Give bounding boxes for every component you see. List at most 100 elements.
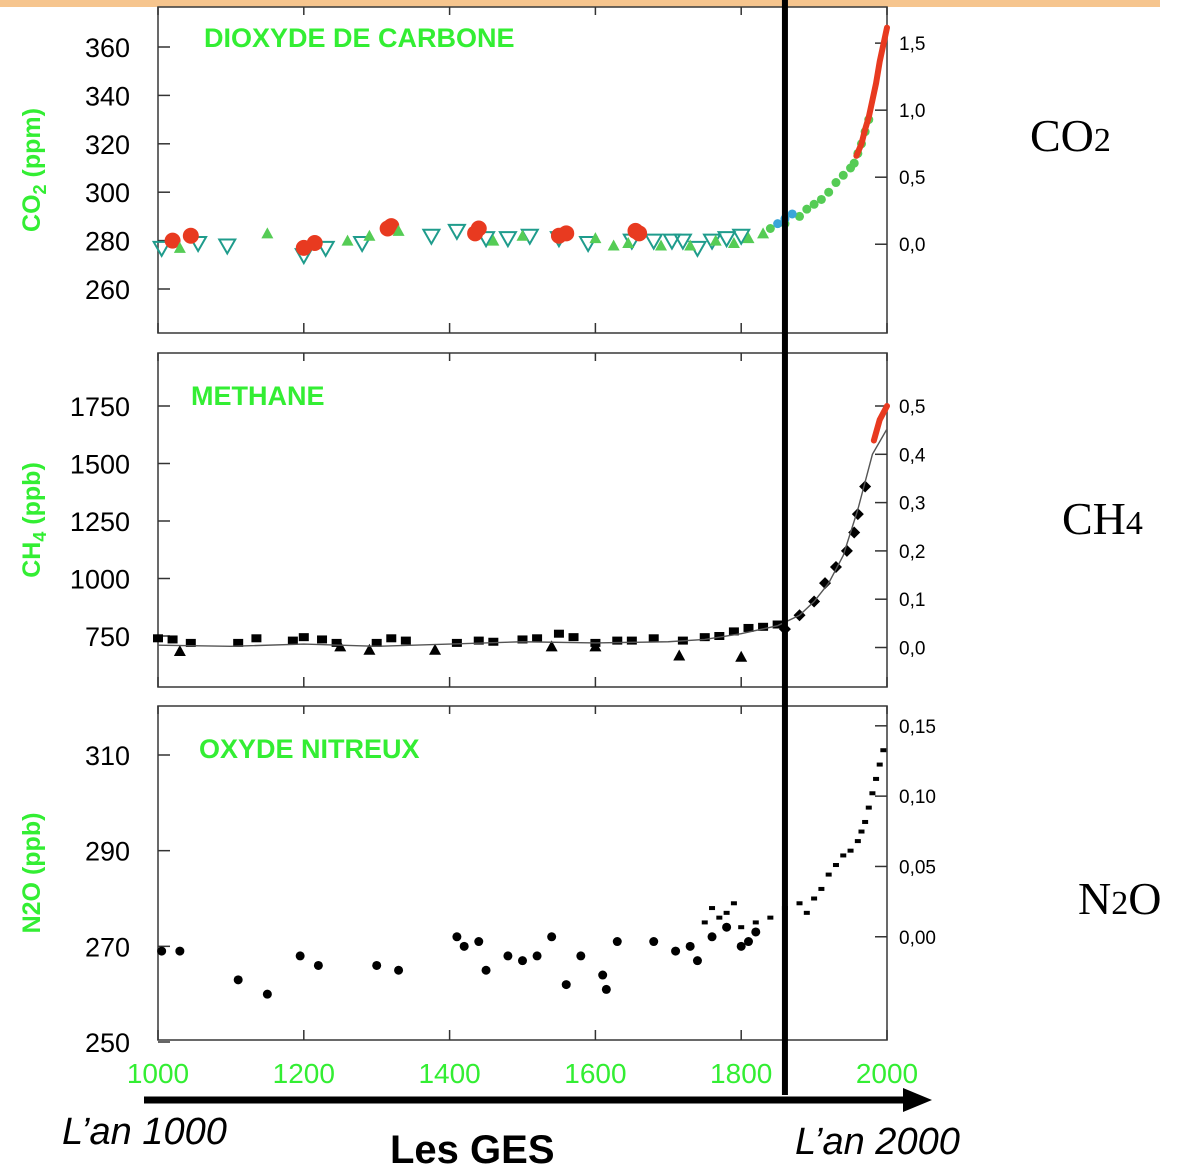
gas-label-co2-sub: 2 [1093, 122, 1111, 159]
panel2-series2-point [429, 643, 442, 655]
gas-label-ch4-main: CH [1062, 493, 1126, 544]
gas-label-n2o-b: O [1128, 873, 1162, 924]
panel3-series1-point [452, 932, 462, 942]
panel2-series3-point [819, 577, 832, 590]
panel1-series3-point [607, 239, 620, 251]
x-tick-label: 1000 [127, 1058, 189, 1089]
panel3-series2-point [738, 925, 745, 930]
panel3-series2-point [767, 915, 774, 920]
panel2-ytick-label: 1750 [70, 392, 130, 422]
panel3-frame [157, 705, 888, 1041]
panel1-series1-point [421, 228, 442, 246]
panel1-series3-point [709, 234, 722, 246]
panel2-series1-point [743, 623, 754, 632]
panel1-series3-point [684, 239, 697, 251]
panel3-series1-point [692, 956, 702, 966]
x-tick-label: 1200 [273, 1058, 335, 1089]
panel3-series2-point [832, 863, 839, 868]
panel3-series1-point [459, 941, 469, 951]
panel1-y2tick-label: 0,5 [899, 168, 925, 189]
panel1-series3-point [516, 229, 529, 241]
panel2-series5-line [870, 403, 890, 444]
top-decorative-bar [0, 0, 1160, 7]
gas-label-co2-main: CO [1030, 110, 1094, 161]
caption-year-2000: L’an 2000 [795, 1121, 960, 1163]
panel3-series1-point [313, 960, 323, 970]
panel2-series1-point [648, 634, 659, 643]
panel2-ylabel: CH4 (ppb) [18, 462, 50, 578]
panel2-series1-point [451, 638, 462, 647]
gas-label-ch4-sub: 4 [1125, 505, 1143, 542]
panel3-series1-point [576, 951, 586, 961]
panel1-series3-point [655, 239, 668, 251]
panel3-series1-point [372, 960, 382, 970]
panel3-series2-point [847, 848, 854, 853]
gas-label-n2o-a: N [1078, 873, 1112, 924]
panel2-ytick-label: 750 [85, 622, 130, 652]
panel1-series2-point [164, 232, 181, 249]
panel1-series3-point [261, 227, 274, 239]
panel3-series1-point [503, 951, 513, 961]
panel2-series1-point [331, 638, 342, 647]
panel3-series2-point [701, 920, 708, 925]
panel3-series2-point [840, 853, 847, 858]
panel3-series1-point [233, 975, 243, 985]
panel3-series1-point [518, 956, 527, 966]
x-tick-label: 2000 [856, 1058, 918, 1089]
panel3-series1-point [722, 922, 732, 932]
panel2-y2tick-label: 0,3 [899, 494, 925, 515]
panel3-series2-point [858, 829, 865, 834]
panel3-series1-point [743, 937, 753, 947]
panel1-ytick-label: 300 [85, 178, 130, 208]
panel1-series5-point [787, 209, 797, 219]
panel1-series2-point [631, 225, 648, 242]
panel1-series3-point [742, 232, 755, 244]
panel2-series1-point [371, 638, 382, 647]
panel1-series6-line [853, 24, 890, 159]
panel1-ytick-label: 360 [85, 33, 130, 63]
panel3-series1-point [157, 946, 167, 956]
panel3-series1-point [685, 941, 695, 951]
panel1-series3-point [727, 237, 740, 249]
x-tick-label: 1800 [710, 1058, 772, 1089]
panel3-series1-point [295, 951, 305, 961]
panel2-y2tick-label: 0,0 [899, 639, 925, 660]
panel2-series1-point [488, 637, 499, 646]
panel3-series2-point [876, 762, 883, 767]
panel1-series3-point [173, 241, 186, 253]
panel3-series1-point [612, 937, 622, 947]
panel1-ytick-label: 280 [85, 227, 130, 257]
x-tick-label: 1400 [418, 1058, 480, 1089]
panel2-series1-point [728, 627, 739, 636]
panel2-series1-point [298, 633, 309, 642]
panel2-ytick-label: 1250 [70, 507, 130, 537]
panel3-series2-point [796, 901, 803, 906]
panel3-title: OXYDE NITREUX [199, 734, 420, 764]
panel1-series1-point [352, 236, 372, 254]
panel3-y2tick-label: 0,15 [899, 717, 936, 738]
panel2-series1-point [287, 636, 298, 645]
panel2-series1-point [153, 634, 163, 643]
gas-label-n2o: N2O [1078, 876, 1161, 922]
panel1-series4-point [795, 211, 805, 221]
x-tick-label: 1600 [564, 1058, 626, 1089]
panel1-ylabel: CO2 (ppm) [18, 108, 50, 232]
panel1-ylabel-unit: (ppm) [18, 108, 46, 184]
panel2-series2-point [589, 640, 602, 652]
panel3-series2-point [873, 776, 880, 781]
panel3-series1-point [736, 941, 746, 951]
panel3-ylabel-unit: (ppb) [18, 813, 46, 882]
panel2-series1-point [626, 636, 637, 645]
panel2-ylabel-main: CH [18, 542, 46, 578]
panel2-y2tick-label: 0,2 [899, 542, 925, 563]
panel1-series1-point [476, 231, 496, 249]
time-arrow-head [903, 1088, 932, 1112]
panel2-series2-point [673, 649, 686, 661]
panel3-series1-point [481, 965, 491, 975]
panel3-series2-point [880, 748, 887, 753]
panel1-series3-point [392, 224, 405, 236]
panel2-ytick-label: 1000 [70, 565, 130, 595]
panel3-y2tick-label: 0,10 [899, 787, 936, 808]
panel2-series1-point [167, 635, 178, 644]
panel1-series1-point [151, 240, 172, 258]
